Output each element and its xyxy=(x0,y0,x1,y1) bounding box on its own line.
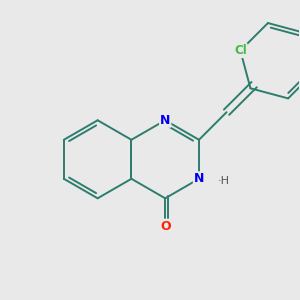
Text: N: N xyxy=(194,172,204,185)
Text: ·H: ·H xyxy=(218,176,230,186)
Text: N: N xyxy=(160,114,170,127)
Text: O: O xyxy=(160,220,170,233)
Text: Cl: Cl xyxy=(234,44,247,57)
